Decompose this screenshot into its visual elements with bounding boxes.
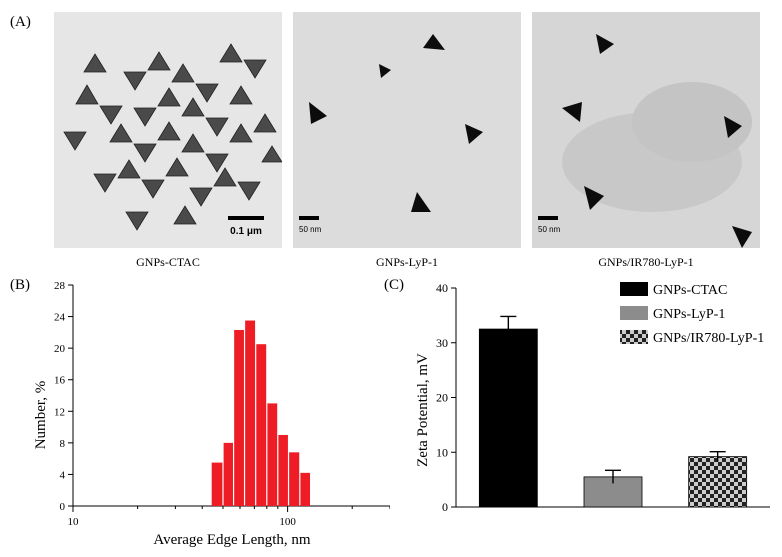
histogram-x-tick-label: 10 bbox=[68, 516, 80, 528]
histogram-y-tick-label: 24 bbox=[54, 312, 66, 324]
zeta-bar-chart: 0 10 20 30 40 GNPs-CTAC GNPs-LyP-1 GNPs/IR780-… bbox=[415, 281, 770, 514]
histogram-y-tick-label: 16 bbox=[54, 375, 66, 387]
histogram-bar bbox=[211, 462, 223, 506]
histogram-y-tick-label: 4 bbox=[60, 469, 66, 481]
zeta-bar bbox=[478, 328, 538, 508]
zeta-y-tick-label: 20 bbox=[436, 391, 448, 405]
panel-b-label: (B) bbox=[10, 277, 30, 293]
panel-c-label: (C) bbox=[384, 277, 404, 293]
scale-bar-label-2: 50 nm bbox=[299, 225, 322, 234]
histogram-x-tick-label: 100 bbox=[279, 516, 296, 528]
histogram-y-tick-label: 8 bbox=[60, 438, 66, 450]
tem-caption-3: GNPs/IR780-LyP-1 bbox=[598, 255, 694, 269]
tem-image-ctac: 0.1 μm bbox=[54, 12, 282, 248]
zeta-legend-label: GNPs/IR780-LyP-1 bbox=[653, 331, 764, 346]
zeta-legend-swatch bbox=[620, 282, 648, 296]
histogram-y-tick-label: 12 bbox=[54, 406, 65, 418]
histogram-bar bbox=[223, 442, 233, 506]
zeta-legend-label: GNPs-CTAC bbox=[653, 283, 727, 298]
histogram-bar bbox=[256, 344, 267, 506]
histogram-y-tick-label: 28 bbox=[54, 280, 66, 292]
scale-bar-label-3: 50 nm bbox=[538, 225, 561, 234]
zeta-legend-swatch bbox=[620, 330, 648, 344]
tem-caption-1: GNPs-CTAC bbox=[136, 255, 200, 269]
histogram-chart: 0 4 8 12 16 20 24 28 10 100 Average Edge Length, … bbox=[33, 280, 390, 548]
zeta-y-tick-label: 0 bbox=[442, 500, 448, 514]
histogram-y-label: Number, % bbox=[33, 381, 49, 450]
zeta-legend-label: GNPs-LyP-1 bbox=[653, 307, 725, 322]
zeta-legend-swatch bbox=[620, 306, 648, 320]
zeta-y-tick-label: 30 bbox=[436, 336, 448, 350]
histogram-bar bbox=[234, 329, 244, 506]
histogram-bar bbox=[300, 472, 311, 506]
scale-bar-label-1: 0.1 μm bbox=[230, 226, 262, 237]
zeta-y-tick-label: 10 bbox=[436, 445, 448, 459]
histogram-x-label: Average Edge Length, nm bbox=[153, 532, 310, 548]
panel-a-label: (A) bbox=[10, 14, 31, 30]
tem-image-lyp1: 50 nm bbox=[293, 12, 521, 248]
histogram-y-tick-label: 0 bbox=[60, 501, 66, 513]
tem-caption-2: GNPs-LyP-1 bbox=[375, 255, 438, 269]
histogram-bar bbox=[289, 452, 300, 506]
histogram-bar bbox=[278, 434, 288, 506]
tem-image-ir780: 50 nm bbox=[532, 12, 760, 248]
zeta-bar bbox=[688, 456, 748, 508]
zeta-y-tick-label: 40 bbox=[436, 281, 448, 295]
histogram-bar bbox=[267, 403, 278, 506]
zeta-y-label: Zeta Potential, mV bbox=[415, 353, 431, 467]
histogram-y-tick-label: 20 bbox=[54, 343, 66, 355]
histogram-bar bbox=[245, 320, 256, 506]
